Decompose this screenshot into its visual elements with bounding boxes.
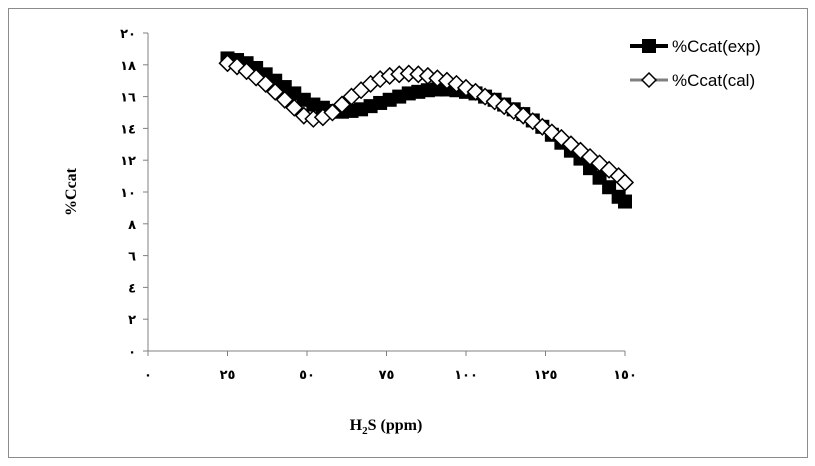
x-tick-label: ٧٥ (379, 368, 395, 383)
data-point-diamond (285, 98, 304, 117)
x-axis-title-sub: 2 (362, 425, 368, 437)
data-point-diamond (266, 82, 285, 101)
data-point-diamond (615, 173, 635, 192)
legend-diamond-marker (640, 71, 658, 89)
legend-label-exp: %Ccat(exp) (672, 37, 761, 56)
y-tick-label: ٠ (128, 345, 136, 360)
x-tick-label: ٠ (144, 368, 152, 383)
x-axis-title-main: H (350, 417, 363, 434)
y-tick-label: ٦ (128, 250, 136, 265)
y-tick-label: ٤ (128, 281, 136, 296)
x-tick-label: ١٢٥ (534, 368, 558, 383)
y-tick-label: ١٦ (120, 91, 136, 106)
y-tick-label: ١٨ (120, 59, 136, 74)
y-tick-label: ١٤ (120, 122, 136, 137)
x-axis-title: H2S (ppm) (350, 417, 423, 437)
x-ticks: ٠ ٢٥ ٥٠ ٧٥ ١٠٠ ١٢٥ ١٥٠ (144, 351, 637, 383)
x-tick-label: ١٠٠ (454, 368, 478, 383)
series-layer (218, 51, 635, 209)
data-point-diamond (275, 90, 294, 109)
x-axis-title-rest: S (ppm) (368, 417, 423, 434)
x-tick-label: ١٥٠ (613, 368, 637, 383)
y-axis-title: %Ccat (63, 167, 80, 216)
y-tick-label: ١٠ (120, 186, 136, 201)
x-tick-label: ٥٠ (299, 368, 315, 383)
x-tick-label: ٢٥ (220, 368, 236, 383)
chart-frame (8, 8, 808, 458)
data-point-diamond (323, 103, 342, 122)
y-tick-label: ٢ (128, 313, 136, 328)
data-point-square (618, 194, 632, 209)
data-point-diamond (332, 95, 352, 114)
y-ticks: ٠ ٢ ٤ ٦ ٨ ١٠ ١٢ ١٤ ١٦ ١٨ ٢٠ (120, 27, 148, 360)
y-tick-label: ١٢ (120, 154, 136, 169)
series-cal (218, 54, 635, 192)
legend-entry-cal: %Ccat(cal) (630, 71, 755, 90)
y-tick-label: ٨ (128, 218, 136, 233)
y-tick-label: ٢٠ (120, 27, 136, 42)
legend-square-marker (642, 39, 656, 53)
data-point-diamond (256, 74, 275, 93)
legend-label-cal: %Ccat(cal) (672, 71, 755, 90)
legend: %Ccat(exp) %Ccat(cal) (630, 37, 761, 90)
legend-entry-exp: %Ccat(exp) (630, 37, 761, 56)
